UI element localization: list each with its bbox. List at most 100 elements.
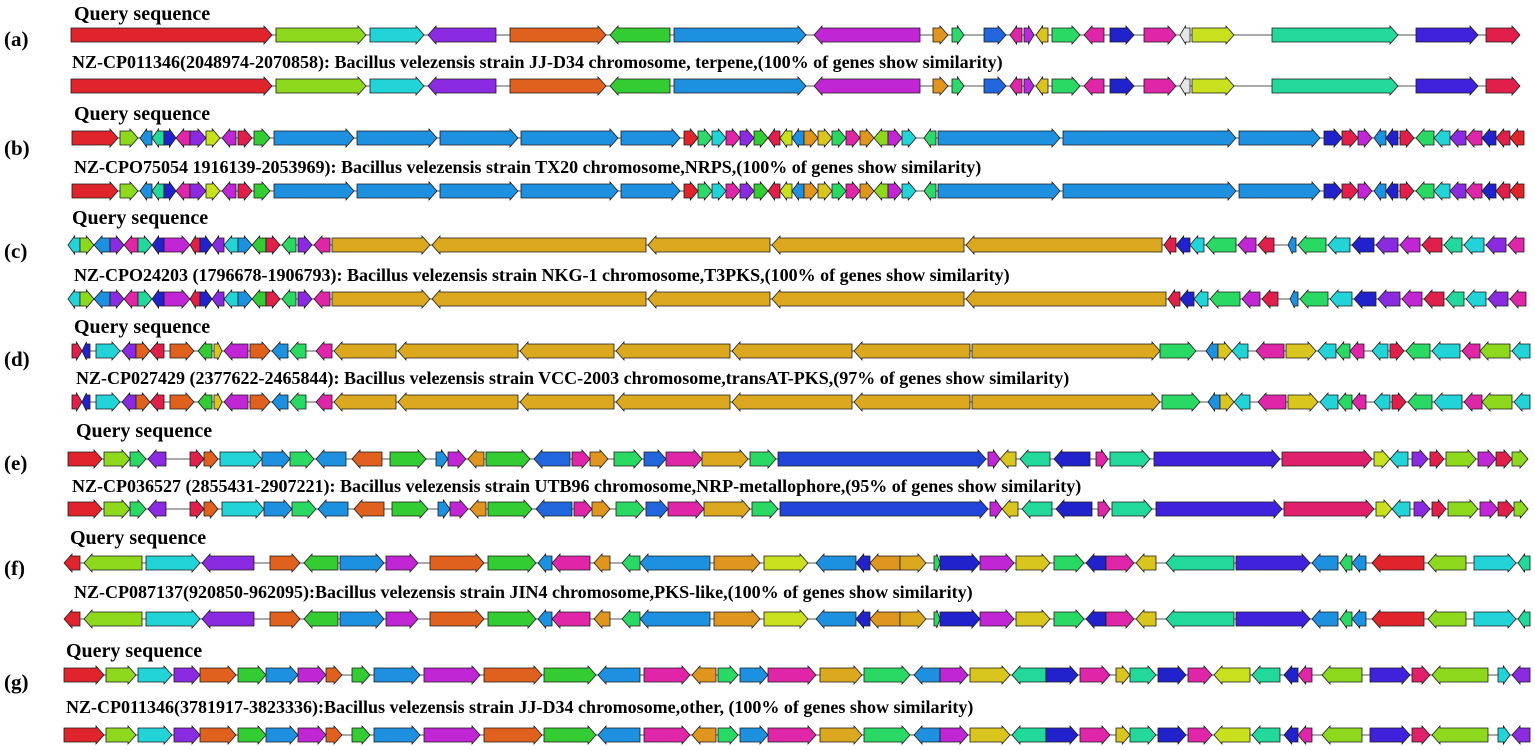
gene-arrow bbox=[751, 498, 779, 520]
gene-arrow bbox=[1433, 391, 1463, 413]
gene-arrow bbox=[1465, 180, 1483, 202]
gene-arrow bbox=[615, 498, 645, 520]
gene-arrow bbox=[71, 127, 119, 149]
gene-arrow bbox=[223, 288, 239, 310]
gene-arrow bbox=[1297, 724, 1313, 746]
gene-arrow bbox=[1335, 340, 1351, 362]
gene-arrow bbox=[923, 180, 937, 202]
gene-arrow bbox=[1165, 608, 1235, 630]
gene-arrow bbox=[297, 724, 327, 746]
gene-arrow bbox=[1321, 724, 1363, 746]
gene-arrow bbox=[123, 288, 139, 310]
gene-arrow bbox=[1317, 340, 1337, 362]
gene-arrow bbox=[937, 180, 1061, 202]
gene-arrow bbox=[763, 552, 809, 574]
gene-arrow bbox=[273, 127, 355, 149]
gene-arrow bbox=[137, 234, 153, 256]
gene-arrow bbox=[261, 448, 291, 470]
gene-arrow bbox=[1427, 552, 1467, 574]
gene-arrow bbox=[265, 724, 299, 746]
gene-arrow bbox=[67, 498, 103, 520]
gene-arrow bbox=[437, 498, 451, 520]
query-label-e: Query sequence bbox=[76, 420, 213, 442]
gene-arrow bbox=[1415, 127, 1435, 149]
gene-arrow bbox=[1373, 391, 1391, 413]
gene-arrow bbox=[213, 341, 223, 361]
gene-arrow bbox=[1285, 340, 1317, 362]
gene-arrow bbox=[203, 448, 219, 470]
gene-arrow bbox=[63, 724, 105, 746]
reference-label-c: NZ-CPO24203 (1796678-1906793): Bacillus … bbox=[74, 265, 1010, 285]
gene-arrow bbox=[1399, 180, 1415, 202]
gene-arrow bbox=[103, 448, 131, 470]
gene-arrow bbox=[1415, 180, 1435, 202]
gene-arrow bbox=[211, 288, 225, 310]
gene-arrow bbox=[803, 127, 819, 149]
gene-arrow bbox=[593, 552, 611, 574]
gene-arrow bbox=[339, 608, 385, 630]
gene-arrow bbox=[1219, 391, 1235, 413]
gene-arrow bbox=[1401, 288, 1423, 310]
gene-arrow bbox=[665, 448, 703, 470]
gene-arrow bbox=[237, 234, 253, 256]
gene-arrow bbox=[965, 234, 1163, 256]
gene-arrow bbox=[1163, 234, 1177, 256]
gene-arrow bbox=[1517, 552, 1531, 574]
gene-arrow bbox=[63, 664, 105, 686]
gene-arrow bbox=[1351, 391, 1367, 413]
gene-arrow bbox=[197, 391, 213, 413]
gene-arrow bbox=[1411, 664, 1431, 686]
gene-arrow bbox=[1207, 391, 1221, 413]
gene-arrow bbox=[313, 288, 331, 310]
gene-arrow bbox=[855, 552, 871, 574]
reference-track-e bbox=[67, 498, 1529, 520]
gene-arrow bbox=[817, 127, 833, 149]
gene-arrow bbox=[1019, 448, 1051, 470]
gene-arrow bbox=[1351, 234, 1375, 256]
gene-arrow bbox=[855, 608, 871, 630]
gene-arrow bbox=[67, 234, 81, 256]
gene-arrow bbox=[1473, 608, 1517, 630]
gene-arrow bbox=[983, 75, 1007, 97]
gene-arrow bbox=[81, 341, 91, 361]
gene-arrow bbox=[1373, 180, 1387, 202]
gene-arrow bbox=[211, 234, 225, 256]
gene-arrow bbox=[597, 724, 641, 746]
gene-arrow bbox=[147, 498, 167, 520]
gene-arrow bbox=[673, 75, 807, 97]
gene-arrow bbox=[939, 724, 969, 746]
query-track-a bbox=[70, 24, 1521, 46]
gene-arrow bbox=[315, 448, 347, 470]
gene-arrow bbox=[205, 180, 221, 202]
gene-arrow bbox=[1449, 127, 1467, 149]
gene-arrow bbox=[509, 75, 607, 97]
gene-arrow bbox=[1433, 180, 1451, 202]
gene-arrow bbox=[887, 127, 903, 149]
query-label-c: Query sequence bbox=[72, 207, 209, 229]
gene-arrow bbox=[683, 127, 699, 149]
gene-arrow bbox=[297, 664, 327, 686]
gene-arrow bbox=[467, 448, 485, 470]
gene-arrow bbox=[813, 75, 921, 97]
gene-arrow bbox=[591, 498, 611, 520]
gene-arrow bbox=[1015, 552, 1051, 574]
gene-arrow bbox=[237, 664, 267, 686]
gene-arrow bbox=[1311, 552, 1339, 574]
gene-arrow bbox=[201, 552, 255, 574]
gene-arrow bbox=[169, 391, 195, 413]
gene-arrow bbox=[767, 127, 781, 149]
gene-arrow bbox=[597, 664, 641, 686]
gene-arrow bbox=[109, 288, 125, 310]
gene-arrow bbox=[356, 180, 438, 202]
gene-arrow bbox=[1389, 448, 1409, 470]
gene-arrow bbox=[713, 608, 761, 630]
gene-arrow bbox=[223, 391, 249, 413]
gene-arrow bbox=[249, 340, 271, 362]
gene-arrow bbox=[315, 391, 333, 413]
gene-arrow bbox=[643, 664, 691, 686]
gene-arrow bbox=[1351, 552, 1367, 574]
gene-arrow bbox=[1375, 234, 1399, 256]
gene-arrow bbox=[815, 608, 857, 630]
gene-arrow bbox=[1377, 288, 1401, 310]
gene-arrow bbox=[1407, 391, 1433, 413]
